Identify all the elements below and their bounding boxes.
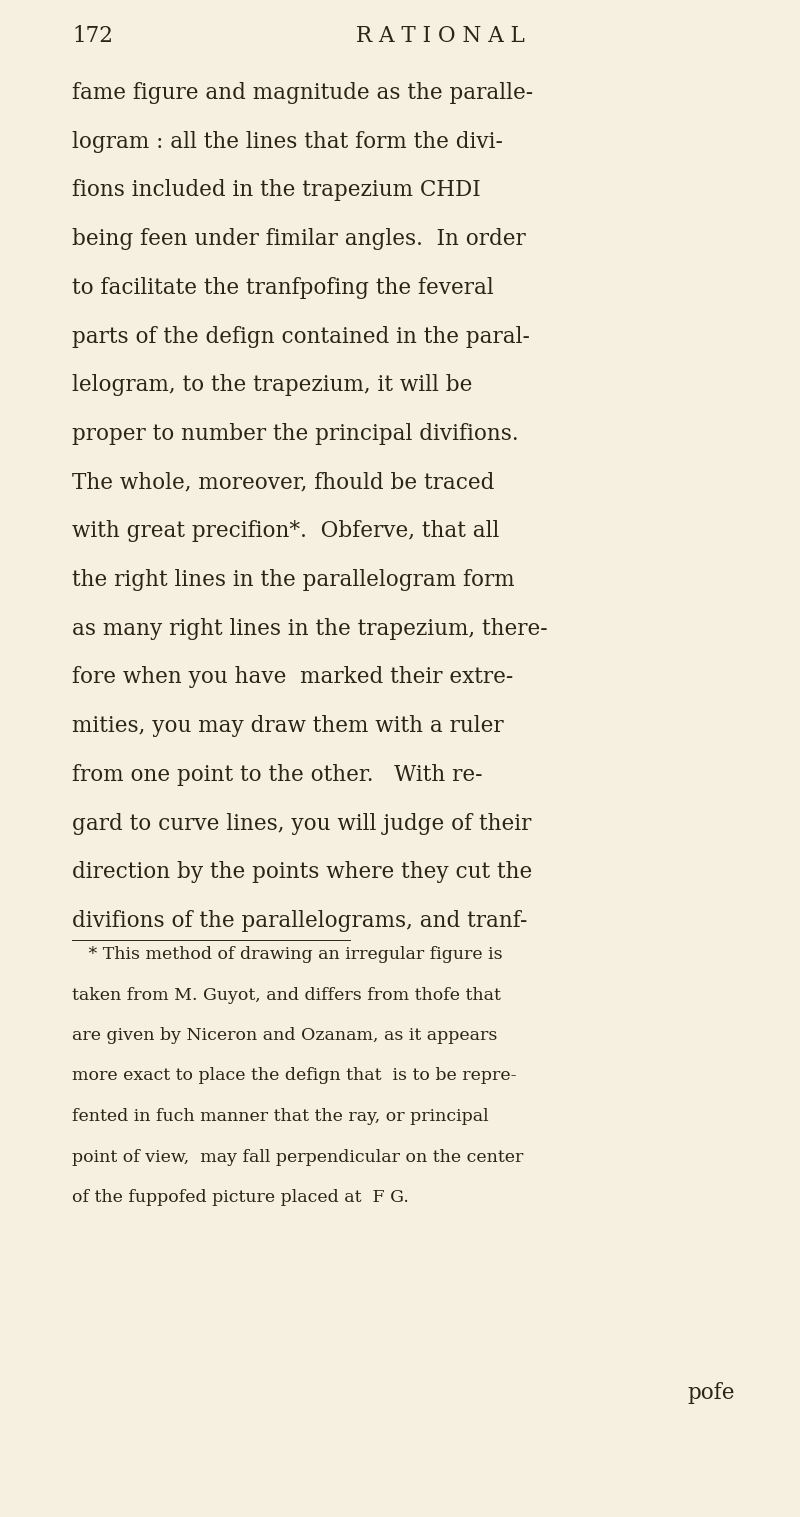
Text: are given by Niceron and Ozanam, as it appears: are given by Niceron and Ozanam, as it a… (72, 1027, 498, 1044)
Text: parts of the defign contained in the paral-: parts of the defign contained in the par… (72, 326, 530, 347)
Text: * This method of drawing an irregular figure is: * This method of drawing an irregular fi… (72, 947, 502, 963)
Text: fame figure and magnitude as the paralle-: fame figure and magnitude as the paralle… (72, 82, 533, 105)
Text: being feen under fimilar angles.  In order: being feen under fimilar angles. In orde… (72, 228, 526, 250)
Text: more exact to place the defign that  is to be repre-: more exact to place the defign that is t… (72, 1068, 517, 1085)
Text: pofe: pofe (687, 1382, 735, 1405)
Text: of the fuppofed picture placed at  F G.: of the fuppofed picture placed at F G. (72, 1189, 409, 1206)
Text: R A T I O N A L: R A T I O N A L (356, 24, 524, 47)
Text: lelogram, to the trapezium, it will be: lelogram, to the trapezium, it will be (72, 375, 472, 396)
Text: The whole, moreover, fhould be traced: The whole, moreover, fhould be traced (72, 472, 494, 493)
Text: divifions of the parallelograms, and tranf-: divifions of the parallelograms, and tra… (72, 910, 527, 931)
Text: fented in fuch manner that the ray, or principal: fented in fuch manner that the ray, or p… (72, 1107, 489, 1126)
Text: proper to number the principal divifions.: proper to number the principal divifions… (72, 423, 518, 444)
Text: with great precifion*.  Obferve, that all: with great precifion*. Obferve, that all (72, 520, 499, 542)
Text: fore when you have  marked their extre-: fore when you have marked their extre- (72, 666, 514, 689)
Text: the right lines in the parallelogram form: the right lines in the parallelogram for… (72, 569, 514, 592)
Text: 172: 172 (72, 24, 113, 47)
Text: to facilitate the tranfpofing the feveral: to facilitate the tranfpofing the fevera… (72, 276, 494, 299)
Text: from one point to the other.   With re-: from one point to the other. With re- (72, 763, 482, 786)
Text: logram : all the lines that form the divi-: logram : all the lines that form the div… (72, 130, 503, 153)
Text: gard to curve lines, you will judge of their: gard to curve lines, you will judge of t… (72, 813, 531, 834)
Text: taken from M. Guyot, and differs from thofe that: taken from M. Guyot, and differs from th… (72, 986, 501, 1004)
Text: mities, you may draw them with a ruler: mities, you may draw them with a ruler (72, 715, 504, 737)
Text: fions included in the trapezium CHDI: fions included in the trapezium CHDI (72, 179, 481, 202)
Text: as many right lines in the trapezium, there-: as many right lines in the trapezium, th… (72, 617, 548, 640)
Text: direction by the points where they cut the: direction by the points where they cut t… (72, 862, 532, 883)
Text: point of view,  may fall perpendicular on the center: point of view, may fall perpendicular on… (72, 1148, 523, 1165)
